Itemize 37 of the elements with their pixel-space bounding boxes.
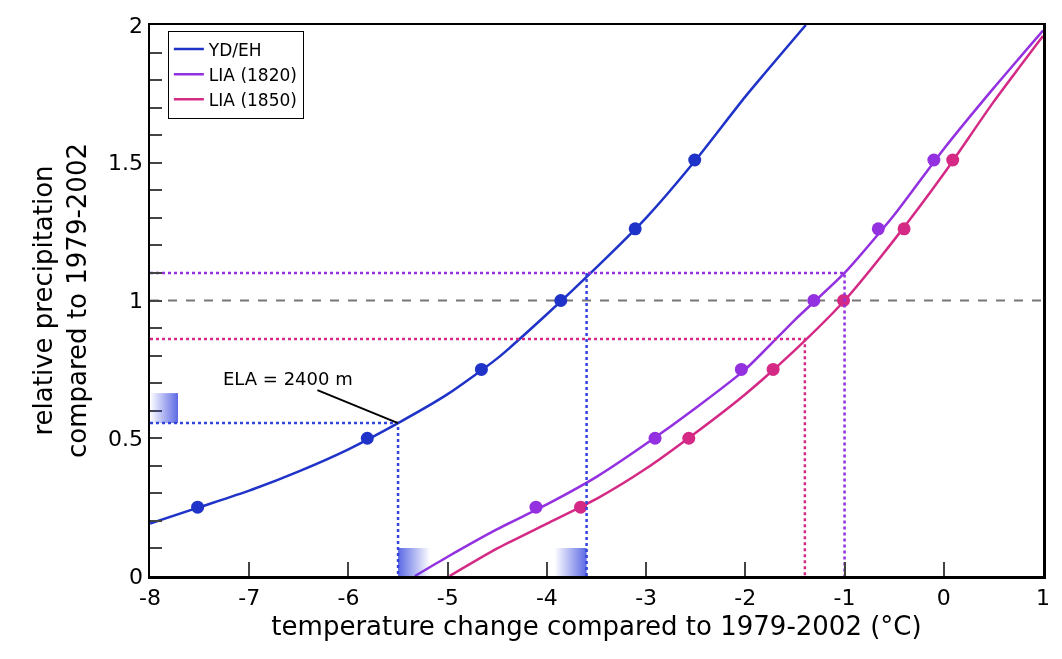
point	[682, 431, 696, 445]
point	[648, 431, 662, 445]
point	[946, 153, 960, 167]
y-tick-label: 1.5	[108, 150, 144, 176]
point	[766, 362, 780, 376]
point	[474, 362, 488, 376]
point	[927, 153, 941, 167]
x-tick-label: -1	[833, 584, 856, 610]
y-tick-label: 0.5	[108, 425, 144, 451]
line-series	[150, 25, 808, 525]
legend-label: YD/EH	[207, 39, 262, 60]
x-tick-label: -4	[535, 584, 558, 610]
point	[628, 222, 642, 236]
y-axis-title: relative precipitation compared to 1979-2002	[28, 143, 93, 458]
point	[897, 222, 911, 236]
y-tick-label: 2	[129, 12, 144, 38]
x-tick-label: -2	[734, 584, 757, 610]
point	[191, 500, 205, 514]
legend-label: LIA (1820)	[208, 64, 297, 85]
x-tick-label: 1	[1036, 584, 1050, 610]
point	[529, 500, 543, 514]
annotation: ELA = 2400 m	[223, 368, 353, 389]
x-tick-label: -3	[635, 584, 658, 610]
point	[574, 500, 588, 514]
point	[807, 294, 821, 307]
point	[734, 362, 748, 376]
x-tick-label: -7	[238, 584, 261, 610]
x-tick-label: -6	[337, 584, 360, 610]
x-tick-label: -5	[436, 584, 459, 610]
point	[360, 431, 374, 445]
point	[554, 294, 568, 307]
x-axis-title: temperature change compared to 1979-2002 (°C)	[271, 610, 922, 641]
point	[688, 153, 702, 167]
x-tick-label: 0	[936, 584, 951, 610]
legend-label: LIA (1850)	[208, 89, 297, 110]
y-tick-label: 1	[129, 288, 144, 314]
point	[871, 222, 885, 236]
